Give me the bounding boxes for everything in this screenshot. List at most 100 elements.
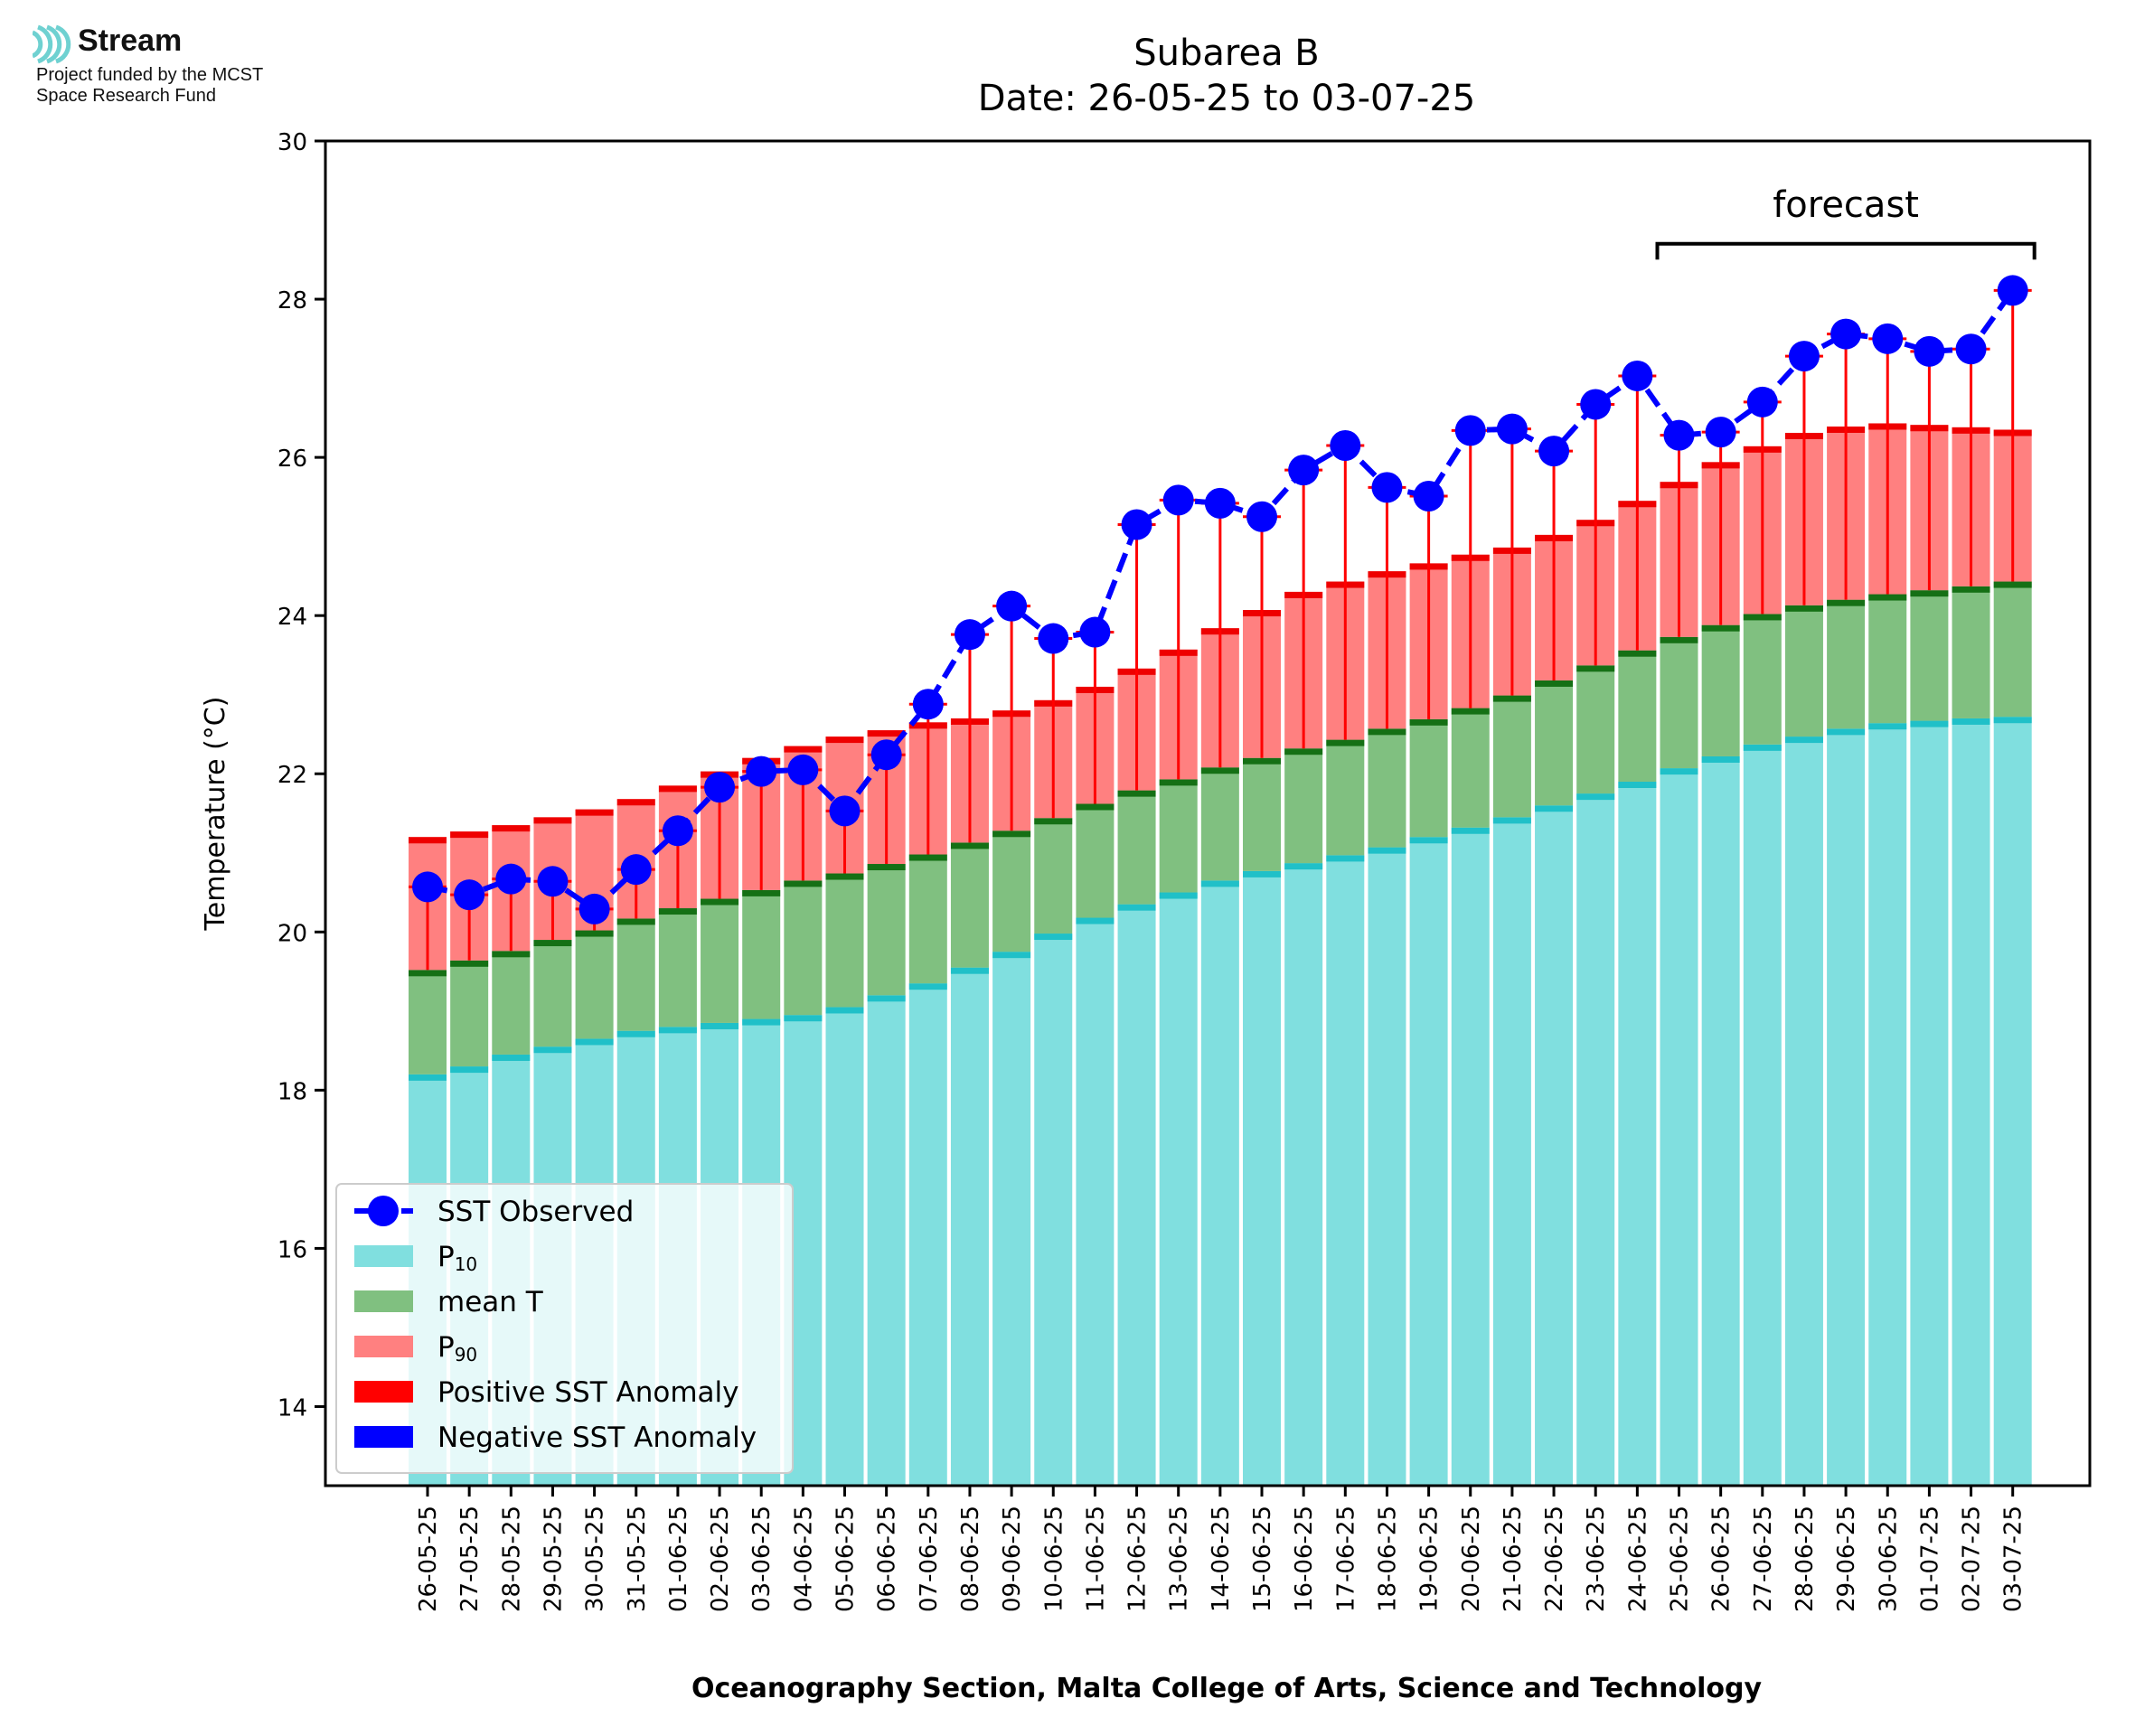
p10-bar [1284,863,1323,1486]
mean-bar-cap [1034,818,1073,825]
sst-observed-point [787,754,819,785]
x-tick-label: 18-06-25 [1374,1506,1401,1612]
mean-bar [575,930,614,1039]
p10-bar [1117,904,1156,1486]
legend-box [335,1183,794,1474]
mean-bar-cap [908,854,947,861]
p10-bar [1618,781,1657,1486]
mean-bar [1618,650,1657,782]
p10-bar [1993,717,2032,1486]
mean-bar-cap [1660,636,1698,643]
p10-bar [1368,847,1406,1486]
mean-bar-cap [742,889,781,896]
mean-bar [1784,605,1823,737]
x-tick-label: 28-05-25 [498,1506,525,1612]
p10-bar-cap [825,1007,864,1014]
mean-bar [1993,581,2032,718]
p10-bar [1159,892,1198,1486]
p10-bar-cap [1284,863,1323,870]
p10-bar-cap [867,995,906,1002]
mean-bar [1701,624,1740,756]
p90-bar-cap [533,817,572,824]
p10-bar [1076,917,1115,1486]
sst-observed-point [620,854,652,886]
x-tick-label: 28-06-25 [1792,1506,1819,1612]
forecast-bracket-line [1655,241,2036,260]
p10-bar [867,995,906,1486]
x-tick-label: 10-06-25 [1040,1506,1068,1612]
mean-bar-cap [1868,594,1907,601]
p10-bar-cap [701,1022,739,1029]
p10-bar [1535,805,1574,1486]
sst-observed-point [1622,360,1653,391]
mean-bar-cap [784,880,823,887]
p10-bar-cap [616,1030,655,1037]
mean-bar-cap [575,930,614,937]
p10-bar-cap [908,983,947,990]
p10-bar [1910,720,1949,1486]
chart-subtitle: Date: 26-05-25 to 03-07-25 [978,78,1476,119]
sst-observed-point [662,815,693,847]
sst-observed-point [1955,333,1987,365]
p10-bar-cap [950,967,989,974]
mean-bar-cap [1076,803,1115,811]
y-tick-label: 14 [277,1394,307,1422]
p10-bar [950,967,989,1486]
x-tick-label: 17-06-25 [1332,1506,1359,1612]
x-tick-label: 12-06-25 [1124,1506,1152,1612]
mean-bar-cap [492,951,531,958]
p90-bar-cap [450,831,489,839]
forecast-bracket: forecast [1655,184,2036,260]
legend-label: mean T [437,1286,544,1318]
sst-observed-point [954,619,985,651]
p10-bar-cap [1868,723,1907,730]
sst-observed-point [1288,455,1320,486]
mean-bar-cap [1451,708,1490,715]
y-tick-label: 18 [277,1078,307,1105]
sst-observed-point [1788,341,1820,372]
mean-bar [1368,728,1406,848]
p10-bar-cap [658,1027,697,1034]
p10-bar-cap [1200,880,1239,887]
p10-bar [1243,870,1281,1486]
x-tick-label: 02-06-25 [707,1506,734,1612]
mean-bar [409,970,447,1074]
sst-observed-point [1872,323,1904,354]
x-tick-label: 08-06-25 [957,1506,984,1612]
mean-bar [950,842,989,968]
y-tick-label: 24 [277,604,307,631]
mean-bar [492,951,531,1055]
sst-observed-point [1496,413,1528,445]
y-axis: 14 16 18 20 22 24 26 28 30 [277,129,325,1422]
x-tick-label: 14-06-25 [1208,1506,1235,1612]
legend-patch-swatch [354,1290,413,1312]
mean-bar-cap [1784,605,1823,612]
p10-bar-cap [450,1066,489,1074]
mean-bar [825,873,864,1008]
p10-bar-cap [1576,793,1615,801]
p10-bar-cap [1368,847,1406,854]
x-tick-label: 24-06-25 [1624,1506,1651,1612]
sst-observed-point [1038,623,1069,654]
sst-observed-point [1454,415,1486,446]
mean-bar-cap [1492,695,1531,702]
p10-bar-cap [1492,817,1531,824]
mean-bar [701,898,739,1023]
p10-bar [1952,718,1990,1486]
legend-patch-swatch [354,1426,413,1448]
p10-bar [1743,744,1782,1486]
sst-observed-point [1121,509,1152,540]
p10-bar-cap [1034,934,1073,941]
x-axis-label: Oceanography Section, Malta College of A… [691,1673,1763,1704]
mean-bar [1076,803,1115,918]
y-tick-label: 30 [277,129,307,156]
x-tick-label: 07-06-25 [916,1506,943,1612]
logo-line-1: Project funded by the MCST [36,65,264,85]
sst-observed-point [1538,436,1570,467]
p90-bar-cap [825,737,864,744]
x-tick-label: 03-06-25 [748,1506,776,1612]
mean-bar-cap [616,918,655,925]
y-tick-label: 20 [277,920,307,947]
p10-bar [1451,827,1490,1486]
